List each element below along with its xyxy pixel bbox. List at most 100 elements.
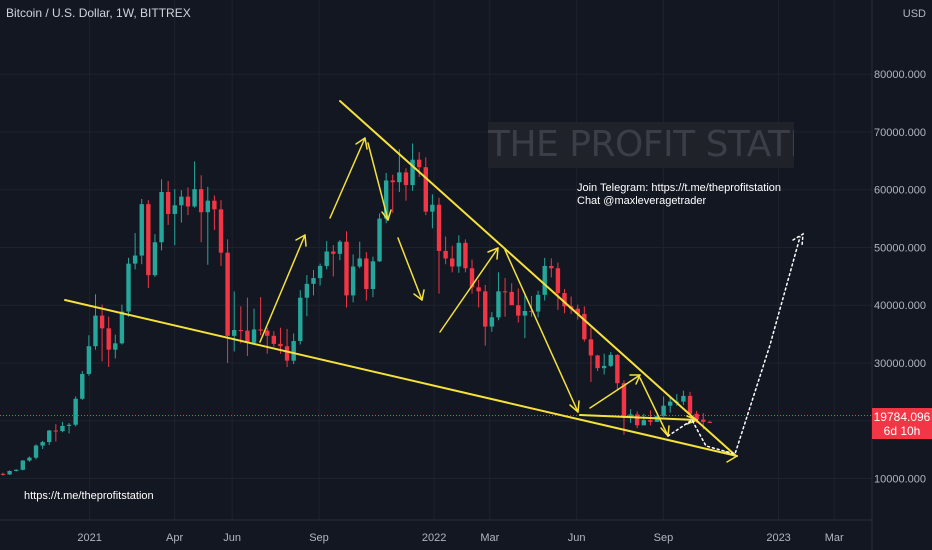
candle [595, 354, 600, 372]
price-tick-label: 70000.000 [874, 127, 926, 139]
candle-body [205, 200, 210, 213]
wave-arrow-7-head [629, 374, 641, 385]
candle [601, 353, 607, 375]
time-tick-label: Jun [223, 532, 241, 544]
candle-body [245, 330, 250, 343]
candle [483, 284, 488, 346]
candle [317, 263, 323, 286]
candle-body [535, 294, 541, 312]
time-tick-label: 2022 [422, 532, 446, 544]
candle-body [7, 470, 12, 475]
price-tick-label: 80000.000 [874, 69, 926, 81]
current-price-badge: 19784.096 6d 10h [872, 408, 932, 439]
candle [575, 304, 580, 320]
candle-body [331, 251, 336, 254]
current-price-value: 19784.096 [873, 410, 931, 424]
triangle-end-arrowhead [724, 451, 738, 463]
wave-arrows [259, 137, 738, 463]
candle-body [265, 330, 270, 336]
candle-body [555, 268, 561, 294]
candle [159, 179, 164, 251]
candle-body [615, 354, 620, 384]
candle-body [258, 329, 263, 331]
candle [179, 190, 184, 223]
candle [397, 149, 402, 193]
candle-body [403, 172, 409, 186]
upper-trendline [339, 100, 736, 456]
candle [423, 157, 428, 216]
candle [608, 351, 613, 368]
wave-arrow-2 [329, 137, 366, 219]
candle-body [634, 414, 640, 426]
candle [291, 333, 296, 365]
candle-body [582, 313, 587, 340]
wave-arrow-5-head [487, 247, 499, 260]
wave-arrow-1 [259, 234, 306, 343]
candle [469, 259, 475, 294]
wave-arrow-1-head [295, 234, 307, 247]
candle [238, 306, 244, 344]
candle [132, 233, 138, 270]
candle [621, 380, 627, 435]
wave-arrow-8 [639, 377, 669, 437]
candle-body [621, 383, 627, 418]
candle-body [588, 339, 594, 356]
wave-arrow-4 [397, 237, 423, 301]
candle-body [370, 261, 376, 290]
candle-body [377, 218, 382, 262]
trendlines [64, 100, 738, 457]
wave-arrow-5 [439, 247, 499, 333]
candle [232, 291, 237, 352]
candle [198, 175, 204, 243]
candle-body [668, 401, 673, 406]
candle-body [608, 354, 613, 366]
candle-body [311, 278, 316, 284]
candle-body [20, 460, 26, 470]
wave-arrow-3-head [381, 209, 392, 221]
candle [113, 334, 118, 359]
candle-body [126, 263, 131, 312]
price-tick-label: 40000.000 [874, 300, 926, 312]
time-tick-label: Mar [480, 532, 499, 544]
candle-body [238, 330, 244, 332]
candle-body [648, 420, 653, 422]
symbol-title[interactable]: Bitcoin / U.S. Dollar, 1W, BITTREX [6, 6, 191, 20]
wave-arrow-2-head [355, 137, 368, 150]
candle [245, 297, 250, 357]
price-tick-label: 10000.000 [874, 473, 926, 485]
candle [225, 239, 230, 363]
candle [529, 295, 534, 317]
candle-body [694, 413, 699, 420]
candle [271, 331, 277, 347]
candle [489, 312, 495, 332]
candle [707, 420, 713, 423]
time-axis[interactable]: 2021 Apr Jun Sep 2022 Mar Jun Sep 2023 Mar [0, 519, 872, 544]
candle [7, 470, 12, 475]
candle [139, 198, 144, 265]
candle [357, 241, 362, 269]
candle [681, 390, 686, 406]
candle-body [80, 373, 85, 399]
candlestick-series [0, 143, 713, 476]
candle [476, 279, 481, 308]
candle-body [278, 343, 283, 347]
candle-body [47, 430, 52, 443]
candle-body [509, 291, 514, 306]
candle-body [337, 241, 343, 254]
candle-body [350, 266, 356, 296]
candle-body [291, 341, 296, 361]
candle-body [575, 308, 580, 314]
candle-body [502, 291, 508, 293]
candle-body [344, 241, 349, 296]
time-tick-label: Mar [825, 532, 844, 544]
candle [509, 283, 514, 306]
candle-body [681, 395, 686, 402]
candle-body [436, 204, 442, 251]
candle [80, 371, 85, 400]
candle-body [232, 330, 237, 336]
candle-body [304, 283, 310, 298]
candle [615, 354, 620, 391]
candle-body [410, 159, 415, 186]
